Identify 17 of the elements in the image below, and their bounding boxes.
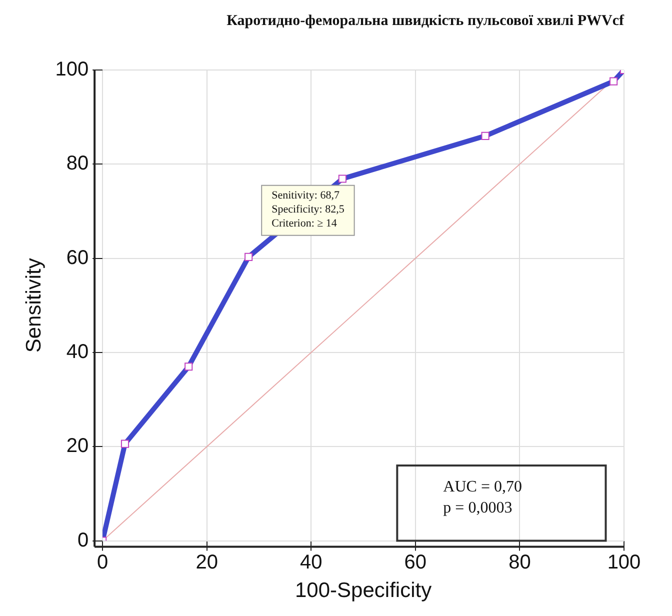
y-tick-label: 100 [55, 58, 89, 81]
x-tick-label: 80 [508, 551, 531, 574]
x-tick-label: 40 [300, 551, 322, 574]
x-tick-label: 20 [196, 551, 218, 574]
y-tick-label: 20 [66, 435, 89, 458]
y-tick-label: 0 [77, 529, 89, 552]
annotation: Senitivity: 68,7 Specificity: 82,5 Criterion: ≥ 14 [272, 190, 345, 230]
chart-title: Каротидно-феморальна швидкість пульсової хвилі PWVcf [226, 12, 625, 29]
x-tick-label: 100 [607, 551, 641, 574]
y-tick-label: 40 [66, 340, 89, 363]
annotation: AUC = 0,70 p = 0,0003 [443, 478, 522, 517]
y-tick-label: 60 [66, 246, 89, 269]
y-tick-label: 80 [66, 152, 89, 175]
x-axis-title: 100-Specificity [295, 579, 432, 602]
x-tick-label: 60 [404, 551, 427, 574]
x-tick-label: 0 [97, 551, 108, 574]
y-axis-title: Sensitivity [22, 258, 46, 353]
